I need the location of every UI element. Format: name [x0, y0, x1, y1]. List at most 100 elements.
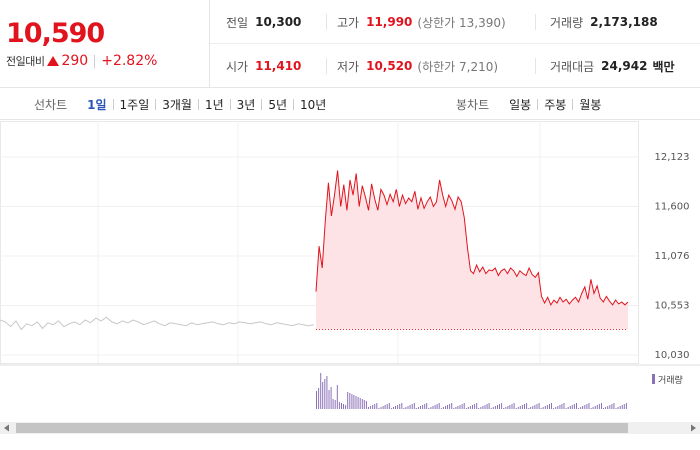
intraday-chart: 12,123 11,600 11,076 10,553 10,030 거래량: [0, 121, 700, 434]
volume-bar: [459, 405, 461, 409]
volume-bar: [328, 390, 330, 409]
volume-bar: [505, 407, 507, 409]
volume-bar: [453, 408, 455, 409]
volume-bar: [549, 404, 550, 409]
tab-3month[interactable]: 3개월: [162, 97, 192, 112]
volume-bar: [526, 403, 528, 409]
volume-bar: [347, 392, 349, 409]
volume-bar: [403, 408, 405, 409]
quote-row: 전일 10,300 고가 11,990 (상한가 13,390) 거래량 2,1…: [210, 0, 700, 44]
volume-bar: [393, 407, 394, 409]
open-label: 시가: [226, 59, 249, 74]
scroll-right-icon[interactable]: [691, 424, 696, 432]
volume-bar: [324, 379, 326, 409]
divider: [155, 98, 157, 110]
tab-1week[interactable]: 1주일: [119, 97, 150, 112]
price-area: [316, 170, 628, 330]
volume-bar: [330, 387, 332, 409]
volume-bar: [482, 406, 484, 409]
divider: [293, 98, 295, 110]
volume-bar: [519, 406, 521, 409]
volume-bar: [501, 403, 503, 409]
volume-bar: [553, 408, 555, 409]
volume-bar: [603, 408, 604, 409]
volume-bar: [357, 397, 359, 409]
volume-bar: [401, 403, 403, 409]
divider: [197, 98, 199, 110]
volume-bar: [434, 405, 436, 409]
volume-bar: [449, 404, 451, 409]
volume-bar: [467, 407, 469, 409]
quote-details: 전일 10,300 고가 11,990 (상한가 13,390) 거래량 2,1…: [210, 0, 700, 88]
tab-weekly-candle[interactable]: 주봉: [544, 97, 567, 112]
volume-bar: [382, 406, 384, 409]
volume-bar: [445, 406, 446, 409]
volume-bar: [578, 408, 580, 409]
y-tick-label: 11,076: [655, 251, 690, 262]
volume-bar: [386, 404, 388, 409]
current-price: 10,590: [6, 18, 105, 49]
tab-5year[interactable]: 5년: [268, 97, 288, 112]
open-value: 11,410: [255, 59, 302, 73]
volume-bar: [341, 403, 342, 409]
horizontal-scrollbar-thumb[interactable]: [16, 423, 628, 433]
tab-daily-candle[interactable]: 일봉: [509, 97, 532, 112]
volume-bar: [399, 404, 401, 409]
candle-chart-tabs: 봉차트 일봉 주봉 월봉: [456, 88, 607, 120]
volume-bar: [601, 403, 602, 409]
volume-bar: [457, 406, 459, 409]
tab-1day[interactable]: 1일: [87, 97, 107, 112]
divider: [535, 14, 536, 30]
y-tick-label: 11,600: [655, 201, 690, 212]
volume-bar: [322, 382, 324, 409]
volume-bar: [551, 403, 552, 409]
volume-legend-swatch: [652, 374, 655, 384]
tab-monthly-candle[interactable]: 월봉: [579, 97, 602, 112]
prev-close-label: 전일: [226, 15, 249, 30]
volume-bar: [474, 404, 476, 409]
price-chart: 12,123 11,600 11,076 10,553 10,030 거래량: [0, 121, 700, 450]
volume-bar: [534, 405, 536, 409]
tab-10year[interactable]: 10년: [300, 97, 327, 112]
volume-bar: [411, 404, 413, 409]
volume-bar: [571, 405, 573, 409]
volume-bar: [351, 394, 353, 409]
volume-bar: [428, 408, 430, 409]
volume-bar: [538, 403, 540, 409]
change-value: 290: [61, 53, 89, 69]
volume-bar: [461, 404, 463, 409]
amount-label: 거래대금: [550, 59, 595, 74]
volume-bar: [586, 404, 588, 409]
scroll-left-icon[interactable]: [4, 424, 9, 432]
volume-bar: [605, 407, 607, 409]
divider: [112, 98, 114, 110]
volume-bar: [465, 408, 467, 409]
low-value: 10,520: [366, 59, 413, 73]
tab-3year[interactable]: 3년: [236, 97, 256, 112]
volume-bar: [451, 403, 453, 409]
volume-bar: [563, 403, 565, 409]
volume-bar: [561, 404, 563, 409]
price-line: [315, 170, 629, 306]
volume-bar: [559, 405, 561, 409]
volume-bars: [0, 364, 700, 409]
divider: [572, 98, 574, 110]
divider: [326, 14, 327, 30]
volume-bar: [395, 406, 396, 409]
chart-tabs: 선차트 1일 1주일 3개월 1년 3년 5년 10년 봉차트 일봉 주봉 월봉: [0, 88, 700, 120]
volume-bar: [413, 403, 415, 409]
change-row: 전일대비 290 +2.82%: [6, 53, 157, 69]
volume-bar: [580, 407, 582, 409]
volume: 거래량 2,173,188: [550, 0, 658, 44]
tab-1year[interactable]: 1년: [204, 97, 224, 112]
volume-bar: [349, 393, 351, 409]
high-price: 고가 11,990 (상한가 13,390): [337, 0, 506, 44]
change-label: 전일대비: [6, 55, 45, 68]
volume-bar: [507, 406, 509, 409]
volume-bar: [370, 406, 372, 409]
volume-bar: [424, 404, 426, 409]
volume-bar: [509, 405, 511, 409]
volume-bar: [361, 399, 363, 409]
volume-bar: [499, 404, 500, 409]
divider: [535, 58, 536, 74]
